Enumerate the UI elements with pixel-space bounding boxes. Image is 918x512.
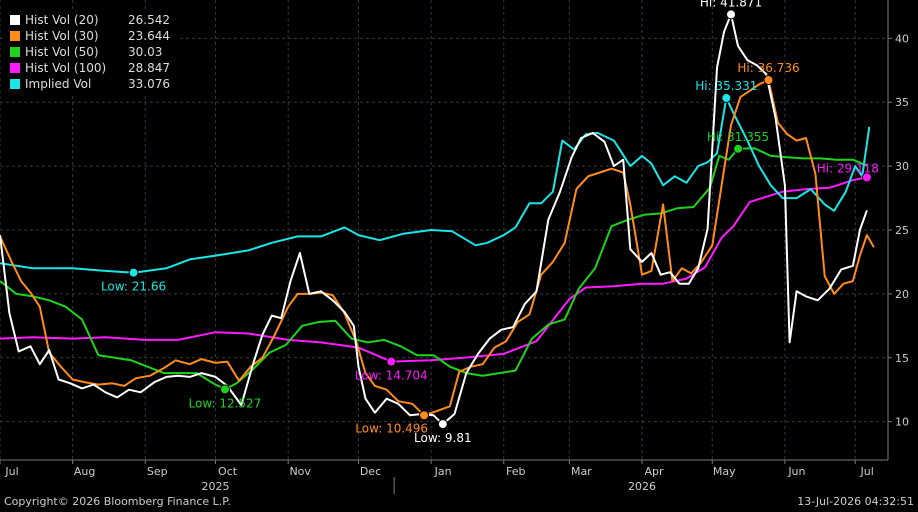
- x-tick-label: May: [713, 465, 736, 478]
- annotation-marker: [861, 172, 872, 183]
- legend-swatch: [10, 47, 20, 57]
- annotation-marker: [219, 384, 230, 395]
- annotation-label: Hi: 41.871: [700, 0, 762, 9]
- legend-value: 33.076: [128, 77, 170, 91]
- annotation-label: Hi: 36.736: [737, 61, 799, 75]
- x-tick-label: Jul: [860, 465, 874, 478]
- annotation-label: Hi: 35.331: [695, 79, 757, 93]
- annotation-label: Low: 12.527: [189, 396, 262, 410]
- legend-swatch: [10, 31, 20, 41]
- annotation-marker: [763, 75, 774, 86]
- legend-swatch: [10, 15, 20, 25]
- y-tick-label: 25: [895, 224, 909, 237]
- y-tick-label: 40: [895, 32, 909, 45]
- legend-value: 28.847: [128, 61, 170, 75]
- x-tick-label: Aug: [74, 465, 95, 478]
- series-line: [0, 147, 868, 391]
- legend-value: 23.644: [128, 29, 170, 43]
- legend-value: 26.542: [128, 13, 170, 27]
- annotation-label: Hi: 29.118: [817, 161, 879, 175]
- x-tick-label: Oct: [218, 465, 238, 478]
- series-layer: [0, 13, 875, 426]
- x-tick-label: Feb: [506, 465, 525, 478]
- x-tick-label: Jul: [4, 465, 18, 478]
- series-line: [0, 97, 871, 274]
- series-line: [0, 13, 868, 426]
- y-tick-label: 30: [895, 160, 909, 173]
- annotation-marker: [726, 9, 737, 20]
- legend-label: Hist Vol (30): [25, 29, 99, 43]
- legend-label: Hist Vol (100): [25, 61, 107, 75]
- y-tick-label: 20: [895, 288, 909, 301]
- legend-item: Hist Vol (30) 23.644: [10, 28, 172, 44]
- copyright-text: Copyright© 2026 Bloomberg Finance L.P.: [4, 495, 231, 508]
- legend-item: Hist Vol (50) 30.03: [10, 44, 172, 60]
- legend-label: Hist Vol (50): [25, 45, 99, 59]
- legend-label: Hist Vol (20): [25, 13, 99, 27]
- legend-item: Hist Vol (20) 26.542: [10, 12, 172, 28]
- annotation-label: Hi: 31.355: [707, 130, 769, 144]
- y-tick-label: 15: [895, 352, 909, 365]
- legend-label: Implied Vol: [25, 77, 92, 91]
- annotation-label: Low: 14.704: [355, 369, 428, 383]
- annotation-label: Low: 9.81: [414, 431, 472, 445]
- x-tick-label: Dec: [360, 465, 381, 478]
- y-tick-label: 10: [895, 416, 909, 429]
- timestamp-text: 13-Jul-2026 04:32:51: [797, 495, 914, 508]
- legend-item: Hist Vol (100) 28.847: [10, 60, 172, 76]
- annotation-marker: [419, 410, 430, 421]
- x-tick-label: Mar: [571, 465, 592, 478]
- legend-swatch: [10, 63, 20, 73]
- annotation-marker: [437, 419, 448, 430]
- annotation-layer: Hi: 41.871 Hi: 36.736 Hi: 35.331 Hi: 31.355…: [101, 0, 879, 445]
- year-label: 2025: [202, 480, 230, 493]
- annotation-marker: [386, 356, 397, 367]
- annotation-marker: [721, 92, 732, 103]
- legend: Hist Vol (20) 26.542 Hist Vol (30) 23.64…: [6, 10, 178, 94]
- annotation-label: Low: 10.496: [355, 421, 428, 435]
- x-tick-label: Jan: [434, 465, 452, 478]
- x-tick-label: Apr: [644, 465, 664, 478]
- series-line: [0, 176, 868, 363]
- x-tick-label: Nov: [289, 465, 311, 478]
- legend-item: Implied Vol 33.076: [10, 76, 172, 92]
- annotation-label: Low: 21.66: [101, 280, 166, 294]
- x-tick-label: Jun: [787, 465, 805, 478]
- y-tick-label: 35: [895, 96, 909, 109]
- year-label: 2026: [628, 480, 656, 493]
- annotation-marker: [733, 143, 744, 154]
- x-tick-label: Sep: [147, 465, 168, 478]
- annotation-marker: [128, 267, 139, 278]
- legend-value: 30.03: [128, 45, 163, 59]
- legend-swatch: [10, 79, 20, 89]
